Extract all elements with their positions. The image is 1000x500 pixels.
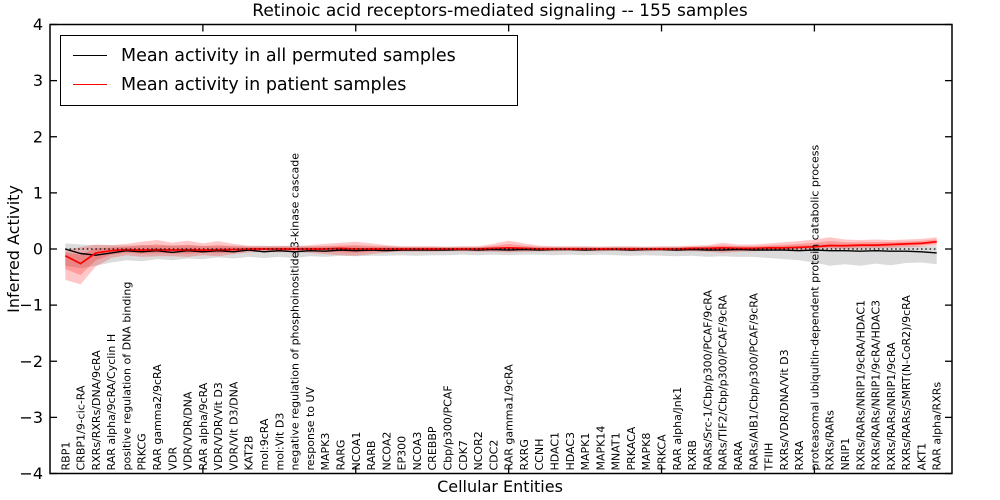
x-category-label: VDR/Vit D3/DNA xyxy=(228,381,241,470)
x-category-label: RARB xyxy=(365,441,378,471)
y-tick-label: 3 xyxy=(33,71,43,90)
x-category-label: RAR alpha/9cRA/Cyclin H xyxy=(105,334,118,471)
x-category-label: RXRs/RARs/NRIP1/9cRA xyxy=(885,342,898,471)
x-category-label: NCOA3 xyxy=(411,432,424,471)
x-category-label: RXRG xyxy=(518,439,531,470)
x-category-label: RXRs/RARs/NRIP1/9cRA/HDAC1 xyxy=(854,300,867,471)
y-axis-label: Inferred Activity xyxy=(4,185,23,313)
x-category-label: CCNH xyxy=(533,439,546,471)
x-category-label: mol:Vit D3 xyxy=(273,413,286,471)
x-category-label: RXRB xyxy=(686,440,699,470)
y-tick-label: 4 xyxy=(33,15,43,34)
x-category-label: RXRs/RARs xyxy=(824,410,837,471)
x-category-label: RAR alpha/Jnk1 xyxy=(671,387,684,471)
x-category-label: CREBBP xyxy=(426,426,439,470)
x-category-label: Cbp/p300/PCAF xyxy=(442,385,455,470)
x-category-label: PRKCA xyxy=(656,434,669,471)
x-category-label: mol:9cRA xyxy=(258,418,271,470)
x-category-label: RXRs/RXRs/DNA/9cRA xyxy=(90,350,103,471)
legend-label-permuted: Mean activity in all permuted samples xyxy=(121,45,456,66)
x-category-label: RXRA xyxy=(793,440,806,470)
x-category-label: negative regulation of phosphoinositide … xyxy=(289,153,302,471)
x-category-label: MAPK3 xyxy=(319,433,332,471)
x-category-label: response to UV xyxy=(304,386,317,470)
x-category-label: CDK7 xyxy=(457,440,470,470)
x-category-label: RAR alpha/RXRs xyxy=(931,382,944,471)
y-tick-label: 2 xyxy=(33,127,43,146)
x-category-label: RARG xyxy=(335,440,348,471)
legend-line-sample-patient xyxy=(73,84,107,85)
x-category-label: KAT2B xyxy=(243,436,256,471)
x-category-label: RARs/Src-1/Cbp/p300/PCAF/9cRA xyxy=(701,290,714,471)
legend-item-patient: Mean activity in patient samples xyxy=(73,70,507,99)
x-category-label: NCOA1 xyxy=(350,432,363,471)
x-category-label: RBP1 xyxy=(59,442,72,471)
x-category-label: MAPK14 xyxy=(594,426,607,471)
x-category-label: MNAT1 xyxy=(610,432,623,470)
y-tick-label: 1 xyxy=(33,183,43,202)
x-category-label: NCOA2 xyxy=(380,432,393,471)
x-category-label: PRKACA xyxy=(625,426,638,470)
x-category-label: NCOR2 xyxy=(472,431,485,470)
x-category-label: EP300 xyxy=(396,436,409,471)
x-category-label: RXRs/RARs/SMRT(N-CoR2)/9cRA xyxy=(900,295,913,471)
x-category-label: RARs/TIF2/Cbp/p300/PCAF/9cRA xyxy=(717,295,730,471)
x-category-label: VDR/VDR/Vit D3 xyxy=(212,382,225,470)
x-category-label: RXRs/RARs/NRIP1/9cRA/HDAC3 xyxy=(870,300,883,471)
x-category-label: AKT1 xyxy=(915,443,928,471)
chart-title: Retinoic acid receptors-mediated signali… xyxy=(252,1,748,21)
y-tick-label: 0 xyxy=(33,240,43,259)
x-category-label: RARA xyxy=(732,441,745,471)
x-category-label: CRBP1/9-cic-RA xyxy=(75,385,88,470)
y-tick-label: −2 xyxy=(19,352,43,371)
permuted-mean-line xyxy=(65,248,937,256)
legend: Mean activity in all permuted samples Me… xyxy=(60,35,518,106)
x-category-label: RARs/AIB1/Cbp/p300/PCAF/9cRA xyxy=(747,293,760,471)
y-tick-label: −3 xyxy=(19,408,43,427)
legend-line-sample-permuted xyxy=(73,55,107,56)
x-category-label: MAPK1 xyxy=(579,433,592,471)
legend-item-permuted: Mean activity in all permuted samples xyxy=(73,41,507,70)
x-category-label: RXRs/VDR/DNA/Vit D3 xyxy=(778,349,791,470)
legend-label-patient: Mean activity in patient samples xyxy=(121,74,407,95)
x-category-label: HDAC3 xyxy=(564,432,577,471)
x-category-label: RAR gamma1/9cRA xyxy=(503,364,516,471)
x-category-label: MAPK8 xyxy=(640,433,653,471)
x-category-label: CDC2 xyxy=(487,440,500,471)
x-category-label: VDR/VDR/DNA xyxy=(182,391,195,470)
y-tick-label: −4 xyxy=(19,464,43,483)
patient-mean-line xyxy=(64,240,937,265)
x-category-label: NRIP1 xyxy=(839,438,852,471)
x-category-label: proteasomal ubiquitin-dependent protein … xyxy=(808,145,821,471)
y-tick-label: −1 xyxy=(19,296,43,315)
x-category-label: VDR xyxy=(166,447,179,471)
x-category-label: RAR alpha/9cRA xyxy=(197,382,210,470)
x-category-label: HDAC1 xyxy=(549,432,562,471)
x-axis-label: Cellular Entities xyxy=(437,477,563,496)
x-category-label: TFIIH xyxy=(763,443,776,472)
x-category-label: positive regulation of DNA binding xyxy=(120,282,133,471)
x-category-label: RAR gamma2/9cRA xyxy=(151,364,164,471)
x-category-label: PRKCG xyxy=(136,433,149,470)
